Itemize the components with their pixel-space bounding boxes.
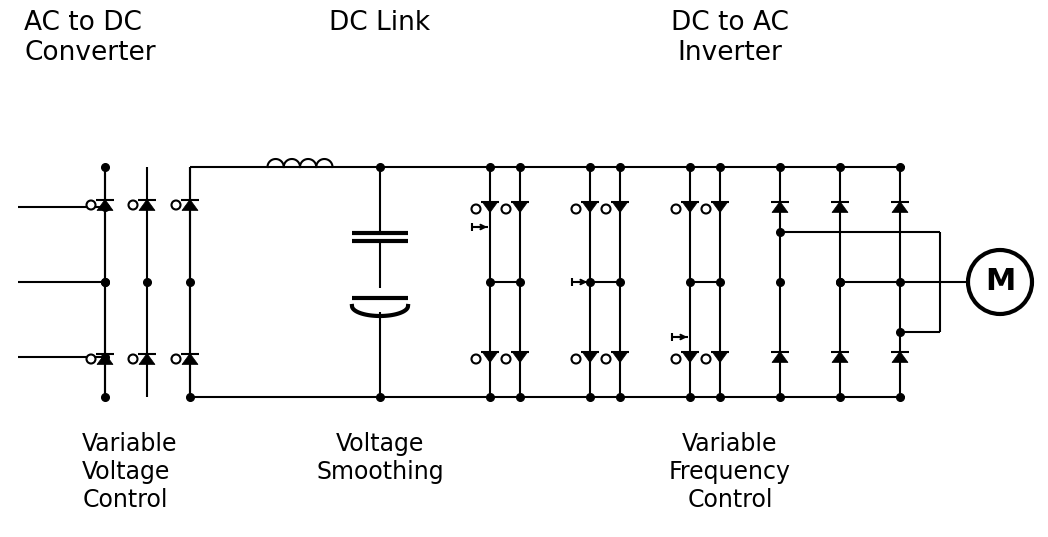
- Polygon shape: [512, 201, 528, 213]
- Polygon shape: [182, 353, 198, 365]
- Polygon shape: [139, 353, 155, 365]
- Circle shape: [129, 354, 137, 364]
- Polygon shape: [772, 352, 788, 362]
- Polygon shape: [712, 201, 728, 213]
- Circle shape: [502, 354, 510, 364]
- Polygon shape: [772, 201, 788, 213]
- Polygon shape: [612, 352, 628, 362]
- Polygon shape: [512, 352, 528, 362]
- Polygon shape: [832, 201, 848, 213]
- Circle shape: [701, 205, 711, 214]
- Polygon shape: [97, 353, 113, 365]
- Polygon shape: [582, 201, 598, 213]
- Polygon shape: [582, 352, 598, 362]
- Polygon shape: [682, 201, 698, 213]
- Text: M: M: [985, 267, 1016, 296]
- Circle shape: [87, 200, 95, 209]
- Text: AC to DC
Converter: AC to DC Converter: [24, 10, 156, 66]
- Text: DC to AC
Inverter: DC to AC Inverter: [671, 10, 789, 66]
- Polygon shape: [182, 200, 198, 211]
- Circle shape: [172, 200, 180, 209]
- Circle shape: [172, 354, 180, 364]
- Circle shape: [571, 205, 581, 214]
- Polygon shape: [612, 201, 628, 213]
- Circle shape: [672, 354, 680, 364]
- Circle shape: [602, 354, 611, 364]
- Polygon shape: [892, 201, 908, 213]
- Text: Variable
Frequency
Control: Variable Frequency Control: [669, 432, 791, 512]
- Circle shape: [571, 354, 581, 364]
- Circle shape: [129, 200, 137, 209]
- Polygon shape: [482, 201, 498, 213]
- Circle shape: [701, 354, 711, 364]
- Text: Variable
Voltage
Control: Variable Voltage Control: [82, 432, 178, 512]
- Circle shape: [87, 354, 95, 364]
- Polygon shape: [139, 200, 155, 211]
- Polygon shape: [97, 200, 113, 211]
- Circle shape: [472, 354, 480, 364]
- Circle shape: [602, 205, 611, 214]
- Circle shape: [672, 205, 680, 214]
- Polygon shape: [892, 352, 908, 362]
- Circle shape: [472, 205, 480, 214]
- Polygon shape: [682, 352, 698, 362]
- Polygon shape: [482, 352, 498, 362]
- Circle shape: [502, 205, 510, 214]
- Text: DC Link: DC Link: [329, 10, 431, 36]
- Polygon shape: [832, 352, 848, 362]
- Text: Voltage
Smoothing: Voltage Smoothing: [316, 432, 443, 484]
- Polygon shape: [712, 352, 728, 362]
